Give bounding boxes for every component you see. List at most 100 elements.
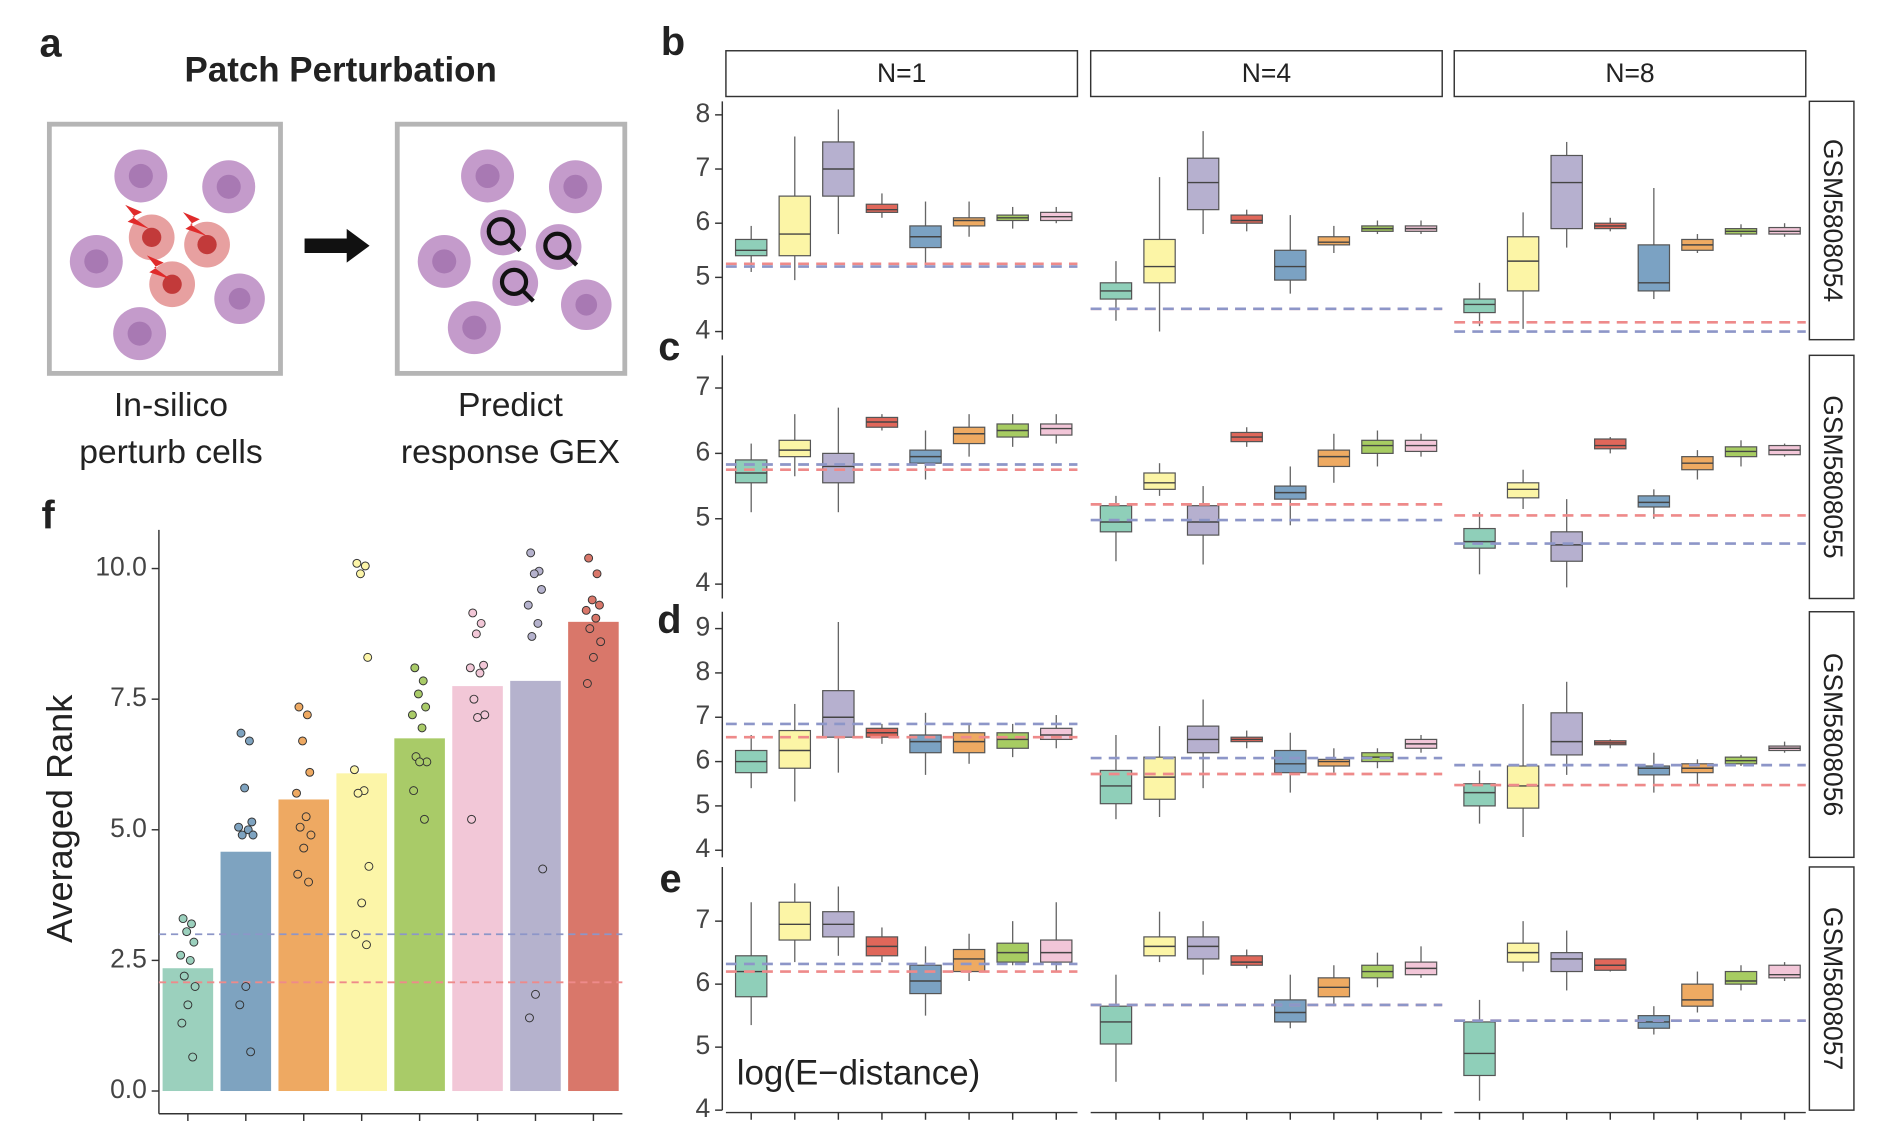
point xyxy=(247,817,257,827)
box xyxy=(734,955,768,998)
y-tick-label: 4 xyxy=(696,833,711,863)
point xyxy=(178,914,188,924)
box xyxy=(1550,712,1583,756)
y-tick-label: 5 xyxy=(696,502,711,532)
point xyxy=(357,898,367,908)
strip xyxy=(1453,50,1807,98)
caption: response GEX xyxy=(401,433,620,471)
bar xyxy=(220,851,272,1092)
y-tick-label: 8 xyxy=(696,98,711,128)
y-tick-label: 9 xyxy=(696,612,711,642)
panel-label: c xyxy=(658,325,680,369)
point xyxy=(187,919,196,929)
box xyxy=(952,426,986,445)
column-label: N=8 xyxy=(1605,58,1654,88)
panel-a-diagram: Patch Perturbation In-silico perturb cel… xyxy=(46,51,628,471)
box xyxy=(1506,236,1540,292)
magnifiers xyxy=(486,217,579,303)
point xyxy=(596,637,606,647)
point xyxy=(471,629,481,639)
point xyxy=(418,676,428,686)
point xyxy=(234,822,244,832)
box xyxy=(1143,756,1176,800)
box xyxy=(1637,495,1671,508)
panel-label: b xyxy=(661,20,685,64)
point xyxy=(594,600,604,610)
point xyxy=(531,989,540,999)
box xyxy=(1681,983,1714,1007)
box xyxy=(1463,783,1496,807)
column-label: N=1 xyxy=(877,58,926,88)
point xyxy=(352,558,362,568)
y-tick-label: 6 xyxy=(696,745,711,775)
box xyxy=(909,964,942,995)
box xyxy=(1230,955,1263,966)
box xyxy=(952,732,986,754)
box xyxy=(1463,1021,1496,1077)
panel-label: d xyxy=(657,598,681,642)
point xyxy=(581,605,591,615)
y-tick-label: 4 xyxy=(696,567,711,597)
point xyxy=(417,723,427,733)
point xyxy=(240,783,250,793)
box xyxy=(1099,1005,1133,1045)
point xyxy=(469,694,479,704)
box xyxy=(822,690,855,738)
y-tick-label: 4 xyxy=(696,1093,711,1123)
point xyxy=(525,1013,534,1023)
bar xyxy=(510,680,561,1092)
point xyxy=(298,736,307,746)
point xyxy=(582,679,592,688)
box xyxy=(1274,749,1307,774)
point xyxy=(468,608,478,618)
y-tick-label: 7 xyxy=(696,152,711,182)
point xyxy=(527,632,537,641)
y-tick-label: 2.5 xyxy=(110,943,147,973)
point xyxy=(304,877,314,887)
point xyxy=(188,1052,198,1062)
box xyxy=(1550,531,1583,562)
box xyxy=(1040,727,1073,741)
caption: In-silico xyxy=(114,386,228,424)
caption: perturb cells xyxy=(79,433,263,471)
point xyxy=(189,937,199,947)
strip xyxy=(725,50,1079,98)
point xyxy=(248,830,258,840)
box xyxy=(1506,765,1540,809)
diagram-title: Patch Perturbation xyxy=(185,51,497,90)
box xyxy=(1463,298,1496,314)
point xyxy=(185,955,195,965)
point xyxy=(415,757,425,767)
point xyxy=(305,767,315,777)
point xyxy=(246,1047,256,1057)
column-label: N=4 xyxy=(1242,58,1291,88)
box xyxy=(1317,236,1351,246)
box xyxy=(1274,999,1307,1023)
point xyxy=(241,982,251,991)
point xyxy=(523,600,533,610)
point xyxy=(295,822,305,832)
y-tick-label: 5 xyxy=(696,1030,711,1060)
box xyxy=(734,238,768,257)
box xyxy=(1637,244,1671,292)
box xyxy=(996,732,1029,749)
box xyxy=(1186,157,1220,211)
point xyxy=(301,812,311,822)
y-tick-label: 7 xyxy=(696,700,711,730)
point xyxy=(183,1000,193,1010)
box xyxy=(1594,438,1627,450)
point xyxy=(588,652,598,662)
point xyxy=(179,971,189,981)
point xyxy=(407,710,417,720)
point xyxy=(533,618,543,628)
box xyxy=(865,203,899,213)
box xyxy=(1550,154,1583,230)
box xyxy=(822,452,855,484)
point xyxy=(244,736,254,746)
point xyxy=(587,595,597,605)
point xyxy=(409,786,419,796)
point xyxy=(473,712,483,722)
row-strip xyxy=(1808,611,1855,859)
bar xyxy=(568,621,619,1092)
